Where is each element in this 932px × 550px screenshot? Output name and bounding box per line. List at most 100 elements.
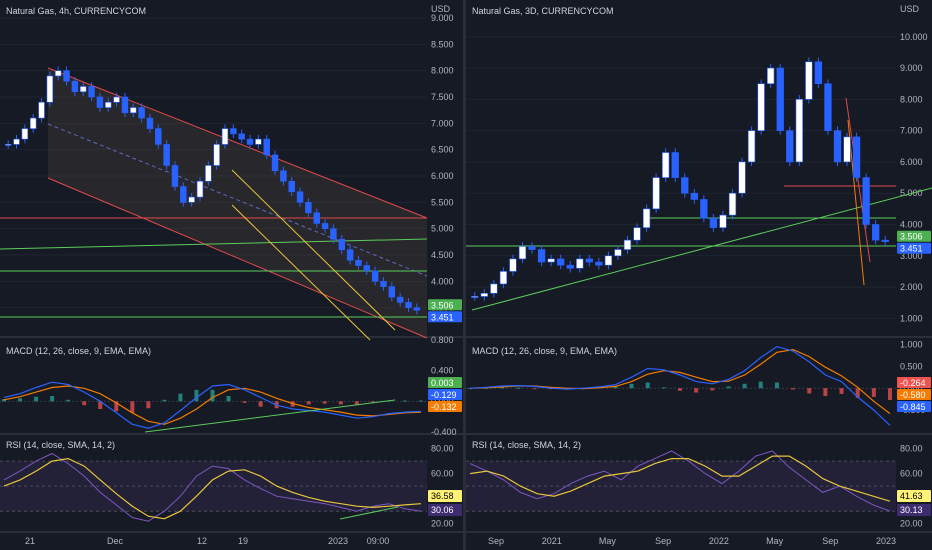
macd-tag-label: -0.264 (900, 378, 926, 388)
macd-histogram-bar (338, 401, 343, 405)
rsi-tag (428, 504, 462, 516)
candle-body (196, 180, 204, 198)
candle-body (146, 117, 154, 129)
candle-body (499, 271, 508, 285)
macd-histogram-bar (226, 395, 231, 402)
main-y-tick-label: 8.000 (431, 66, 454, 76)
left-chart-pane[interactable]: 9.000 8.500 8.000 7.500 7.000 6.500 6.000 5.500… (0, 0, 463, 550)
macd-y-tick-label: 1.000 (900, 339, 923, 349)
right-chart-pane[interactable]: 10.0009.0008.0007.0006.0005.0004.0003.00… (466, 0, 932, 550)
rsi-tag-label: 41.63 (900, 491, 923, 501)
candle-body (595, 261, 603, 266)
candle-body (652, 177, 660, 210)
candle-body (396, 296, 404, 303)
rsi-y-tick-label: 60.00 (431, 469, 454, 479)
candle-body (29, 117, 37, 129)
channel-mid-line (47, 123, 428, 277)
macd-histogram-bar (98, 401, 103, 409)
price-tag-label: 3.506 (431, 300, 454, 310)
left-chart-svg[interactable]: 9.000 8.500 8.000 7.500 7.000 6.500 6.000 5.500… (0, 0, 463, 550)
candle-body (747, 130, 756, 163)
time-axis-label: 2023 (328, 536, 348, 546)
price-tag (428, 311, 462, 323)
main-y-tick-label: 9.000 (900, 63, 923, 73)
candle-body (163, 144, 170, 166)
candle-body (371, 270, 379, 282)
candle-body (843, 136, 851, 163)
macd-histogram-bar (34, 396, 39, 402)
rsi-line (469, 450, 891, 512)
main-y-tick-label: 6.000 (900, 157, 923, 167)
rsi-tag-label: 30.06 (431, 505, 454, 515)
candle-body (121, 96, 129, 114)
main-y-tick-label: 6.000 (431, 171, 454, 181)
candle-body (566, 264, 574, 269)
rsi-tag (897, 490, 931, 502)
candle-body (509, 258, 517, 272)
macd-histogram-bar (888, 388, 892, 401)
candle-body (363, 265, 371, 272)
time-axis-label: May (766, 536, 784, 546)
candle-body (824, 83, 832, 131)
candle-body (585, 258, 593, 263)
rsi-tag (428, 490, 462, 502)
macd-histogram-bar (726, 386, 731, 389)
candle-body (537, 249, 546, 263)
macd-tag (428, 401, 462, 412)
candle-body (296, 191, 304, 203)
candle-body (38, 101, 45, 119)
macd-trend-line (144, 399, 396, 433)
macd-histogram-bar (661, 387, 666, 389)
candle-body (271, 154, 279, 172)
candle-body (490, 283, 498, 294)
candle-body (113, 96, 120, 103)
macd-label: MACD (12, 26, close, 9, EMA, EMA) (472, 346, 617, 356)
macd-line (3, 381, 422, 429)
rsi-y-tick-label: 20.00 (431, 519, 454, 529)
red-trend-line (845, 97, 871, 263)
macd-histogram-bar (516, 387, 521, 389)
candle-body (321, 223, 329, 229)
macd-tag (428, 389, 462, 400)
candle-body (633, 227, 641, 241)
candle-body (130, 107, 137, 114)
macd-signal-line (469, 348, 891, 415)
right-chart-svg[interactable]: 10.0009.0008.0007.0006.0005.0004.0003.00… (466, 0, 932, 550)
candle-body (604, 255, 613, 266)
channel-top-line (47, 67, 428, 219)
macd-histogram-bar (18, 398, 23, 402)
macd-histogram-bar (402, 400, 407, 402)
macd-tag (428, 377, 462, 388)
rsi-ma-line (3, 457, 422, 520)
main-y-tick-label: 8.000 (900, 94, 923, 104)
time-axis-label: 2022 (709, 536, 729, 546)
macd-histogram-bar (162, 399, 167, 402)
green-trend-line (0, 238, 428, 250)
candle-body (21, 128, 29, 140)
rsi-tag (897, 504, 931, 516)
macd-label: MACD (12, 26, close, 9, EMA, EMA) (6, 346, 151, 356)
chart-title: Natural Gas, 3D, CURRENCYCOM (472, 6, 614, 16)
rsi-ma-line (469, 455, 891, 502)
macd-histogram-bar (839, 388, 844, 394)
rsi-y-tick-label: 80.00 (431, 444, 454, 454)
candle-body (155, 128, 162, 145)
candle-body (63, 70, 70, 82)
macd-line (469, 345, 891, 426)
candle-body (305, 202, 312, 214)
candle-body (288, 180, 295, 193)
macd-histogram-bar (419, 400, 423, 402)
candle-body (862, 177, 870, 225)
candle-body (71, 80, 79, 93)
price-tag-label: 3.451 (431, 312, 454, 322)
main-y-tick-label: 10.000 (900, 32, 928, 42)
macd-histogram-bar (82, 401, 87, 406)
yellow-channel-top (231, 169, 396, 331)
rsi-y-tick-label: 20.00 (900, 519, 923, 529)
macd-histogram-bar (871, 388, 876, 397)
macd-histogram-bar (742, 383, 747, 389)
macd-histogram-bar (532, 388, 537, 390)
green-trend-line (471, 187, 932, 311)
main-y-tick-label: 4.000 (431, 276, 454, 286)
time-axis-label: Sep (822, 536, 838, 546)
